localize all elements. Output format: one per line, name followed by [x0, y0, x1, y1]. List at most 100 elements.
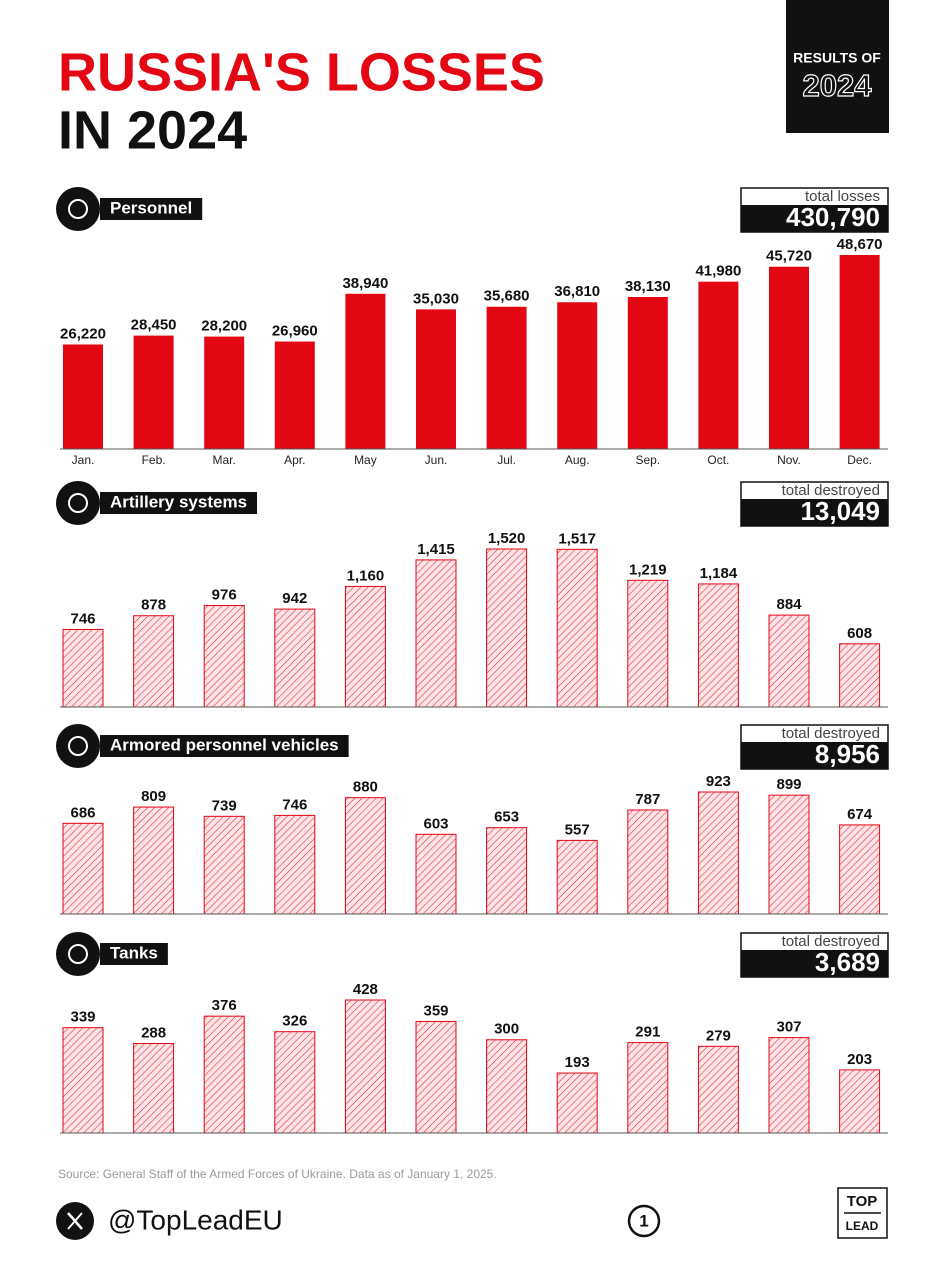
page-circle — [627, 1204, 661, 1238]
section-icon-inner — [68, 736, 88, 756]
x-tick-label: Oct. — [707, 453, 729, 467]
value-label: 307 — [776, 1019, 801, 1036]
bar — [203, 815, 245, 915]
value-label: 203 — [847, 1051, 872, 1068]
bar — [486, 1039, 528, 1134]
bar — [63, 344, 103, 449]
value-label: 1,160 — [347, 567, 385, 584]
bar — [133, 806, 175, 915]
x-tick-label: Apr. — [284, 453, 305, 467]
x-tick-label: May — [354, 453, 377, 467]
x-tick-label: Sep. — [635, 453, 660, 467]
badge — [786, 0, 889, 133]
value-label: 880 — [353, 779, 378, 796]
section-icon-inner — [68, 199, 88, 219]
value-label: 739 — [212, 797, 237, 814]
value-label: 878 — [141, 597, 166, 614]
bar — [415, 559, 457, 708]
value-label: 193 — [565, 1054, 590, 1071]
value-label: 884 — [776, 596, 802, 613]
bar — [627, 297, 668, 449]
bar — [839, 1069, 881, 1134]
x-tick-label: Jun. — [425, 453, 448, 467]
value-label: 41,980 — [695, 263, 741, 280]
bar — [274, 814, 316, 915]
value-label: 899 — [776, 776, 801, 793]
bar — [557, 302, 598, 449]
value-label: 35,030 — [413, 290, 459, 307]
logo-bottom: LEAD — [846, 1219, 879, 1233]
bar — [133, 335, 174, 449]
section-icon — [56, 724, 100, 768]
bar — [556, 1072, 598, 1134]
section-icon — [56, 187, 100, 231]
value-label: 279 — [706, 1027, 731, 1044]
value-label: 339 — [70, 1009, 95, 1026]
value-label: 976 — [212, 587, 237, 604]
value-label: 1,520 — [488, 530, 526, 547]
bar — [204, 336, 245, 449]
value-label: 1,219 — [629, 561, 667, 578]
section-title: Tanks — [110, 943, 158, 962]
value-label: 36,810 — [554, 283, 600, 300]
value-label: 28,450 — [131, 317, 177, 334]
bar — [274, 341, 315, 449]
value-label: 376 — [212, 997, 237, 1014]
value-label: 608 — [847, 625, 872, 642]
value-label: 1,517 — [558, 530, 596, 547]
section-title: Armored personnel vehicles — [110, 735, 339, 754]
value-label: 603 — [423, 815, 448, 832]
bar — [698, 281, 739, 449]
bar — [839, 643, 881, 708]
x-tick-label: Dec. — [847, 453, 872, 467]
value-label: 809 — [141, 788, 166, 805]
bar — [133, 615, 175, 708]
handle: @TopLeadEU — [108, 1204, 283, 1235]
total-caption: total destroyed — [782, 933, 880, 950]
badge-top: RESULTS OF — [793, 50, 881, 66]
bar — [344, 999, 386, 1134]
total-caption: total destroyed — [782, 482, 880, 499]
bar — [556, 839, 598, 915]
bar — [768, 614, 810, 708]
value-label: 1,184 — [700, 565, 738, 582]
value-label: 26,220 — [60, 325, 106, 342]
value-label: 48,670 — [837, 236, 883, 253]
section-title: Artillery systems — [110, 492, 247, 511]
bar — [627, 579, 669, 708]
total-value: 8,956 — [815, 739, 880, 769]
total-box-value-bg — [741, 499, 888, 526]
value-label: 291 — [635, 1024, 660, 1041]
bar — [486, 306, 527, 449]
x-tick-label: Aug. — [565, 453, 590, 467]
section-title: Personnel — [110, 198, 192, 217]
source: Source: General Staff of the Armed Force… — [58, 1167, 497, 1181]
bar — [274, 1031, 316, 1134]
bar — [768, 1037, 810, 1134]
bar — [62, 1027, 104, 1134]
value-label: 326 — [282, 1013, 307, 1030]
bar — [697, 791, 739, 915]
bar — [62, 628, 104, 708]
bar — [627, 809, 669, 915]
section-title-bg — [100, 735, 349, 757]
bar — [344, 585, 386, 708]
bar — [344, 797, 386, 915]
value-label: 38,940 — [342, 275, 388, 292]
bar — [203, 605, 245, 708]
value-label: 28,200 — [201, 318, 247, 335]
total-caption: total losses — [805, 188, 880, 205]
bar — [556, 548, 598, 708]
bar — [62, 822, 104, 915]
bar — [415, 833, 457, 915]
badge-year: 2024 — [803, 68, 873, 103]
value-label: 653 — [494, 809, 519, 826]
bar — [486, 827, 528, 915]
x-tick-label: Jan. — [72, 453, 95, 467]
logo-top: TOP — [847, 1193, 878, 1210]
section-title-bg — [100, 492, 258, 514]
value-label: 288 — [141, 1024, 166, 1041]
value-label: 35,680 — [484, 288, 530, 305]
total-caption: total destroyed — [782, 725, 880, 742]
value-label: 45,720 — [766, 248, 812, 265]
